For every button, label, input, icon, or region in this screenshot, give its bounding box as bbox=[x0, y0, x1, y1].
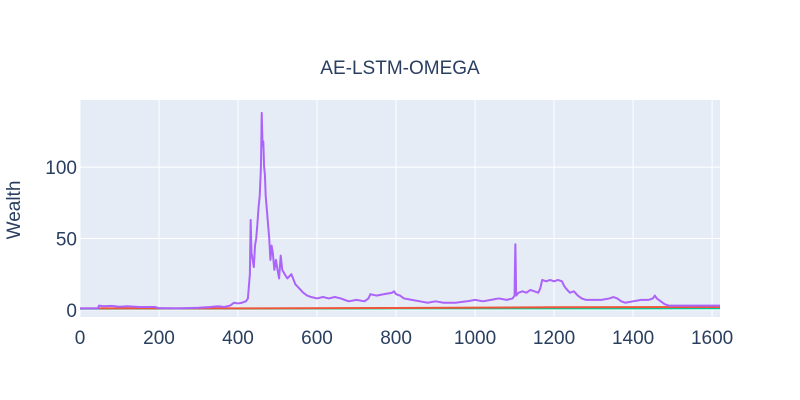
series-line bbox=[80, 111, 720, 310]
y-tick-label: 0 bbox=[66, 301, 77, 322]
plot-background bbox=[80, 100, 720, 317]
x-tick-label: 1200 bbox=[533, 328, 575, 349]
x-tick-label: 1000 bbox=[454, 328, 496, 349]
y-tick-label: 50 bbox=[56, 229, 77, 250]
x-tick-label: 600 bbox=[301, 328, 333, 349]
x-tick-label: 400 bbox=[222, 328, 254, 349]
x-tick-label: 1400 bbox=[612, 328, 654, 349]
x-tick-label: 200 bbox=[143, 328, 175, 349]
x-tick-label: 1600 bbox=[691, 328, 733, 349]
y-axis-title: Wealth bbox=[4, 181, 25, 240]
x-tick-label: 0 bbox=[75, 328, 86, 349]
gridlines bbox=[79, 100, 720, 317]
chart-title: AE-LSTM-OMEGA bbox=[320, 58, 480, 79]
y-tick-label: 100 bbox=[45, 158, 77, 179]
series-group bbox=[80, 111, 720, 310]
x-tick-label: 800 bbox=[380, 328, 412, 349]
